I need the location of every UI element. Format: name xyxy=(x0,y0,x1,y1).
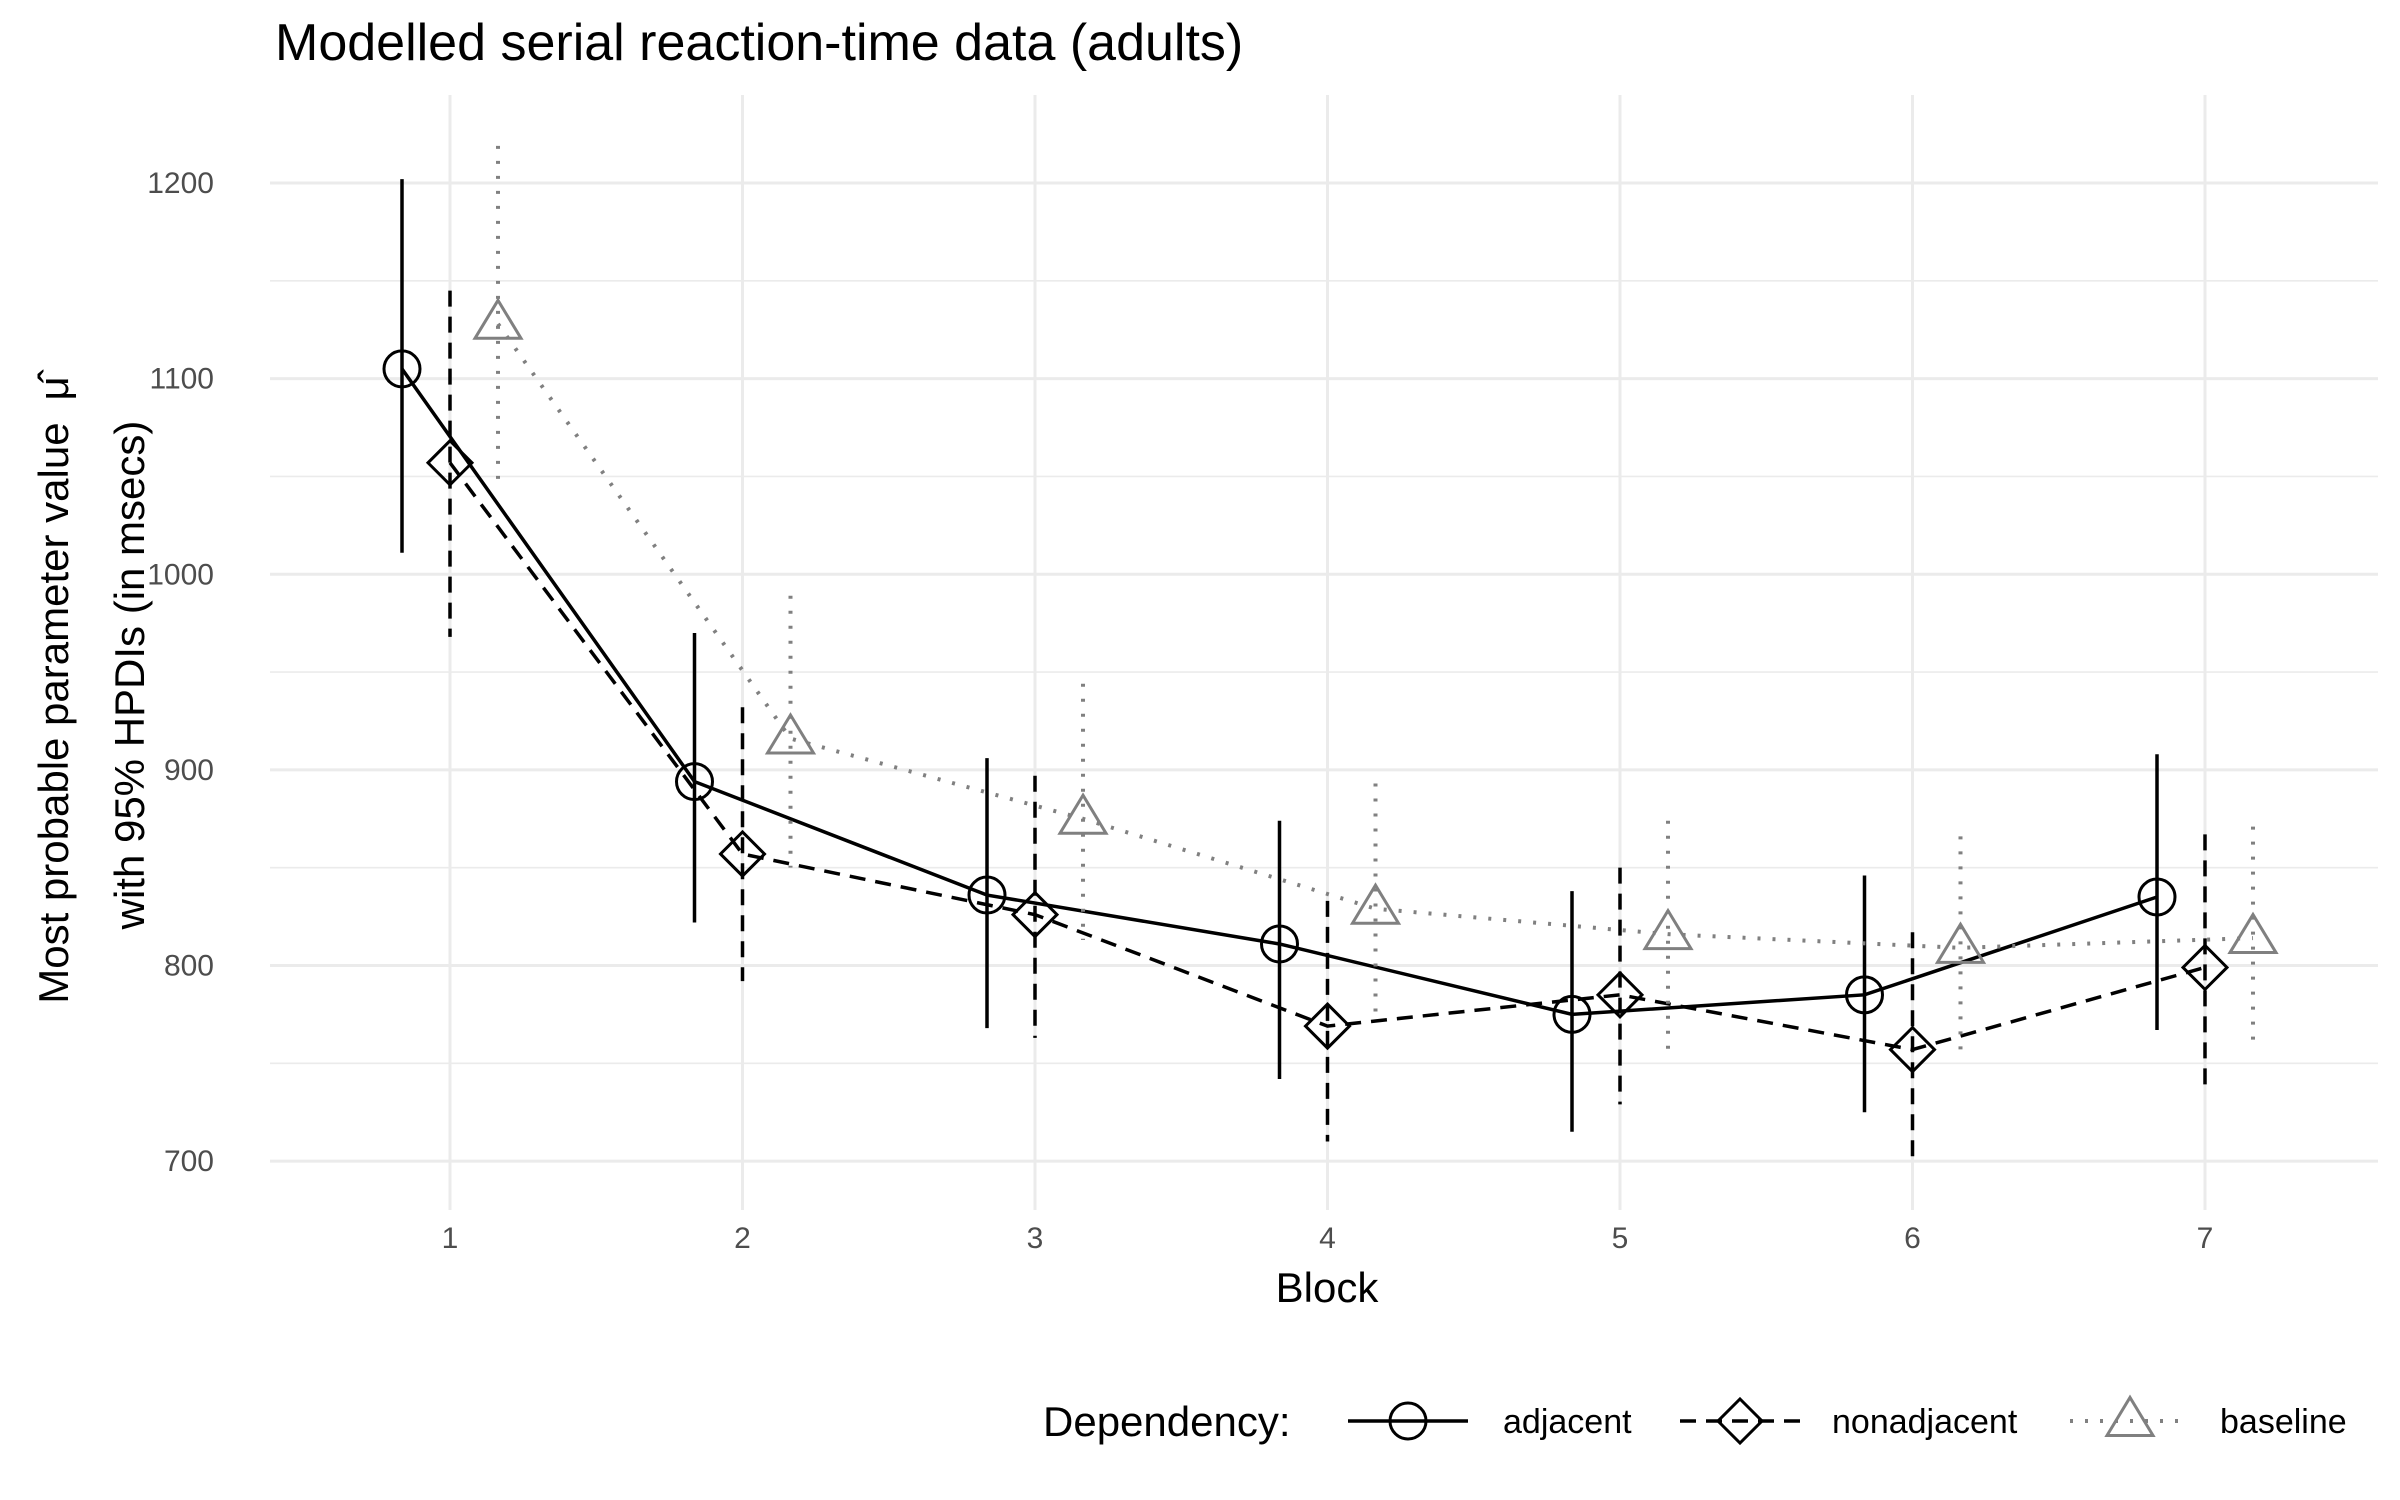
x-tick-label: 6 xyxy=(1904,1222,1921,1255)
series-adjacent xyxy=(382,179,2177,1132)
data-point xyxy=(1057,792,1109,835)
x-tick-label: 5 xyxy=(1612,1222,1629,1255)
data-point xyxy=(2180,943,2230,992)
legend-key-marker xyxy=(1388,1401,1428,1441)
data-point xyxy=(2137,877,2177,917)
legend-item-adjacent: adjacent xyxy=(1348,1401,1632,1441)
y-tick-label: 700 xyxy=(164,1145,214,1178)
data-point xyxy=(764,712,817,755)
legend-label: adjacent xyxy=(1503,1403,1632,1441)
data-point xyxy=(1934,921,1987,964)
y-tick-label: 900 xyxy=(164,754,214,787)
data-point xyxy=(1552,994,1592,1034)
y-axis-title-line1: Most probable parameter value μ̂ xyxy=(30,369,77,1004)
legend-item-nonadjacent: nonadjacent xyxy=(1680,1396,2018,1446)
x-tick-label: 7 xyxy=(2197,1222,2214,1255)
y-axis-title-line2: with 95% HPDIs (in msecs) xyxy=(106,421,153,931)
data-point xyxy=(675,762,714,802)
y-tick-label: 800 xyxy=(164,949,214,982)
data-point xyxy=(1888,1025,1937,1074)
series-layer xyxy=(382,145,2279,1162)
x-tick-label: 2 xyxy=(734,1222,751,1255)
data-point xyxy=(1642,907,1694,951)
data-point xyxy=(2227,911,2279,955)
data-point xyxy=(1845,975,1884,1015)
y-tick-label: 1100 xyxy=(149,363,214,396)
series-nonadjacent xyxy=(425,290,2230,1162)
data-point xyxy=(967,875,1007,915)
x-tick-label: 4 xyxy=(1319,1222,1336,1255)
y-axis-title-text: Most probable parameter value xyxy=(30,422,77,1003)
x-axis-title: Block xyxy=(1276,1264,1380,1311)
chart-title: Modelled serial reaction-time data (adul… xyxy=(275,14,1243,72)
series-line xyxy=(448,461,2206,1052)
y-axis-title: Most probable parameter value μ̂ xyxy=(30,369,77,1004)
data-point xyxy=(1349,882,1402,925)
series-baseline xyxy=(472,145,2279,1056)
legend: Dependency: adjacent nonadjacent baseline xyxy=(1043,1394,2347,1446)
series-line xyxy=(496,322,2254,950)
legend-label: nonadjacent xyxy=(1832,1403,2018,1441)
data-point xyxy=(718,829,767,879)
legend-label: baseline xyxy=(2220,1403,2347,1441)
data-point xyxy=(1595,970,1645,1019)
data-point xyxy=(425,438,475,487)
legend-title: Dependency: xyxy=(1043,1398,1291,1445)
legend-key-marker xyxy=(2104,1394,2156,1437)
y-axis-title-symbol: μ̂ xyxy=(30,369,77,400)
x-tick-labels: 1 2 3 4 5 6 7 xyxy=(442,1222,2214,1255)
y-tick-label: 1000 xyxy=(147,558,214,591)
data-point xyxy=(472,297,524,340)
data-point xyxy=(382,349,422,389)
data-point xyxy=(1303,1002,1352,1051)
series-line xyxy=(400,367,2158,1017)
y-tick-label: 1200 xyxy=(147,167,214,200)
legend-item-baseline: baseline xyxy=(2070,1394,2347,1441)
x-tick-label: 1 xyxy=(442,1222,459,1255)
legend-key-marker xyxy=(1715,1396,1765,1446)
data-point xyxy=(1260,924,1299,964)
x-tick-label: 3 xyxy=(1027,1222,1044,1255)
data-point xyxy=(1010,890,1060,939)
y-tick-labels: 700 800 900 1000 1100 1200 xyxy=(147,167,214,1178)
